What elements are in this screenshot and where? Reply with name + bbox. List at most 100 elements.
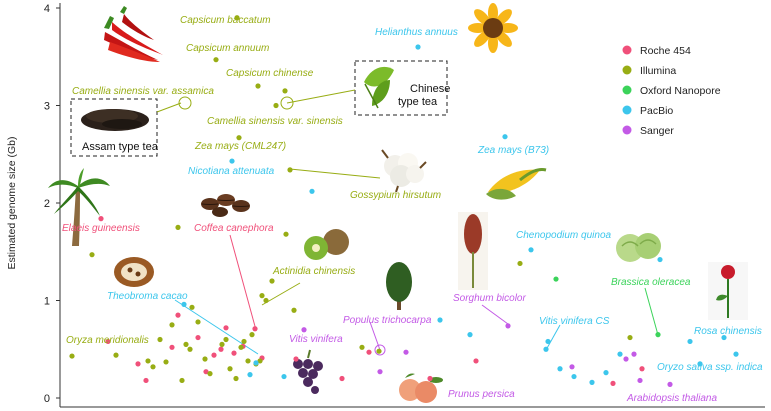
data-point (339, 376, 344, 381)
data-point (169, 322, 174, 327)
data-point (377, 369, 382, 374)
legend: Roche 454 Illumina Oxford Nanopore PacBio Sa… (623, 45, 721, 137)
legend-label: Illumina (640, 65, 676, 77)
data-point (219, 342, 224, 347)
data-point (617, 352, 622, 357)
data-point (143, 378, 148, 383)
data-point (376, 349, 381, 354)
label-oryza-indica: Oryzo sativa ssp. indica (657, 362, 763, 373)
palm-tree-icon (48, 168, 110, 246)
data-point (283, 232, 288, 237)
data-point (183, 342, 188, 347)
data-point (359, 345, 364, 350)
data-point (291, 308, 296, 313)
data-point (687, 339, 692, 344)
data-point (627, 335, 632, 340)
data-point (467, 332, 472, 337)
data-point (293, 356, 298, 361)
data-point (213, 57, 218, 62)
data-point (249, 332, 254, 337)
illustrations (48, 3, 748, 403)
data-point (623, 356, 628, 361)
data-point (179, 378, 184, 383)
callout-chinese-tea-line1: Chinese (410, 83, 450, 95)
y-tick-label: 1 (44, 296, 50, 308)
label-elaeis: Elaeis guineensis (62, 223, 140, 234)
data-point (236, 135, 241, 140)
data-point (569, 364, 574, 369)
cacao-pod-icon (114, 257, 154, 287)
data-point (517, 261, 522, 266)
tree-icon (386, 262, 412, 310)
data-point (309, 189, 314, 194)
label-theobroma: Theobroma cacao (107, 291, 188, 302)
label-sorghum: Sorghum bicolor (453, 293, 526, 304)
callout-assam-tea: Assam type tea (82, 141, 159, 153)
data-point (69, 353, 74, 358)
label-nicotiana: Nicotiana attenuata (188, 166, 275, 177)
data-point (202, 356, 207, 361)
chili-pepper-icon (104, 6, 163, 62)
y-tick-label: 3 (44, 101, 50, 113)
data-point (502, 134, 507, 139)
data-point (195, 335, 200, 340)
label-oryza-meridionalis: Oryza meridionalis (66, 335, 149, 346)
connector-chinese-tea (287, 90, 355, 103)
label-capsicum-baccatum: Capsicum baccatum (180, 15, 271, 26)
sunflower-icon (468, 3, 518, 53)
data-points (69, 15, 738, 387)
data-point (218, 347, 223, 352)
y-tick-label: 0 (44, 393, 50, 405)
data-point (89, 252, 94, 257)
legend-swatch (623, 86, 632, 95)
data-point (150, 364, 155, 369)
legend-swatch (623, 66, 632, 75)
label-brassica: Brassica oleracea (611, 277, 691, 288)
label-rosa-chinensis: Rosa chinensis (694, 326, 762, 337)
black-tea-icon (81, 109, 149, 131)
legend-label: Oxford Nanopore (640, 85, 721, 97)
data-point (282, 88, 287, 93)
data-point (175, 225, 180, 230)
sorghum-icon (458, 212, 488, 290)
data-point (545, 339, 550, 344)
data-point (437, 317, 442, 322)
callout-chinese-tea-line2: type tea (398, 96, 438, 108)
data-point (252, 326, 257, 331)
connector-vitis-cs (546, 325, 560, 350)
label-coffea: Coffea canephora (194, 223, 274, 234)
label-gossypium: Gossypium hirsutum (350, 190, 441, 201)
data-point (505, 323, 510, 328)
connector-coffea (230, 235, 256, 330)
label-camellia-assamica: Camellia sinensis var. assamica (72, 86, 214, 97)
data-point (241, 339, 246, 344)
data-point (415, 44, 420, 49)
data-point (273, 103, 278, 108)
data-point (657, 257, 662, 262)
y-axis-label: Estimated genome size (Gb) (6, 136, 18, 269)
corn-icon (486, 169, 546, 199)
data-point (175, 313, 180, 318)
axes: 0 1 2 3 4 Estimated genome size (Gb) (6, 3, 765, 407)
data-point (427, 376, 432, 381)
data-point (223, 337, 228, 342)
data-point (195, 319, 200, 324)
label-zea-mays-b73: Zea mays (B73) (477, 145, 549, 156)
connector-sorghum (482, 305, 508, 324)
data-point (145, 358, 150, 363)
data-point (269, 278, 274, 283)
data-point (135, 361, 140, 366)
label-actinidia: Actinidia chinensis (272, 266, 355, 277)
data-point (233, 376, 238, 381)
legend-label: PacBio (640, 105, 673, 117)
data-point (655, 332, 660, 337)
data-point (253, 360, 258, 365)
y-tick-label: 4 (44, 3, 50, 15)
legend-label: Sanger (640, 125, 674, 137)
legend-swatch (623, 126, 632, 135)
data-point (301, 327, 306, 332)
data-point (259, 293, 264, 298)
data-point (223, 325, 228, 330)
data-point (169, 345, 174, 350)
coffee-bean-icon (201, 194, 250, 217)
